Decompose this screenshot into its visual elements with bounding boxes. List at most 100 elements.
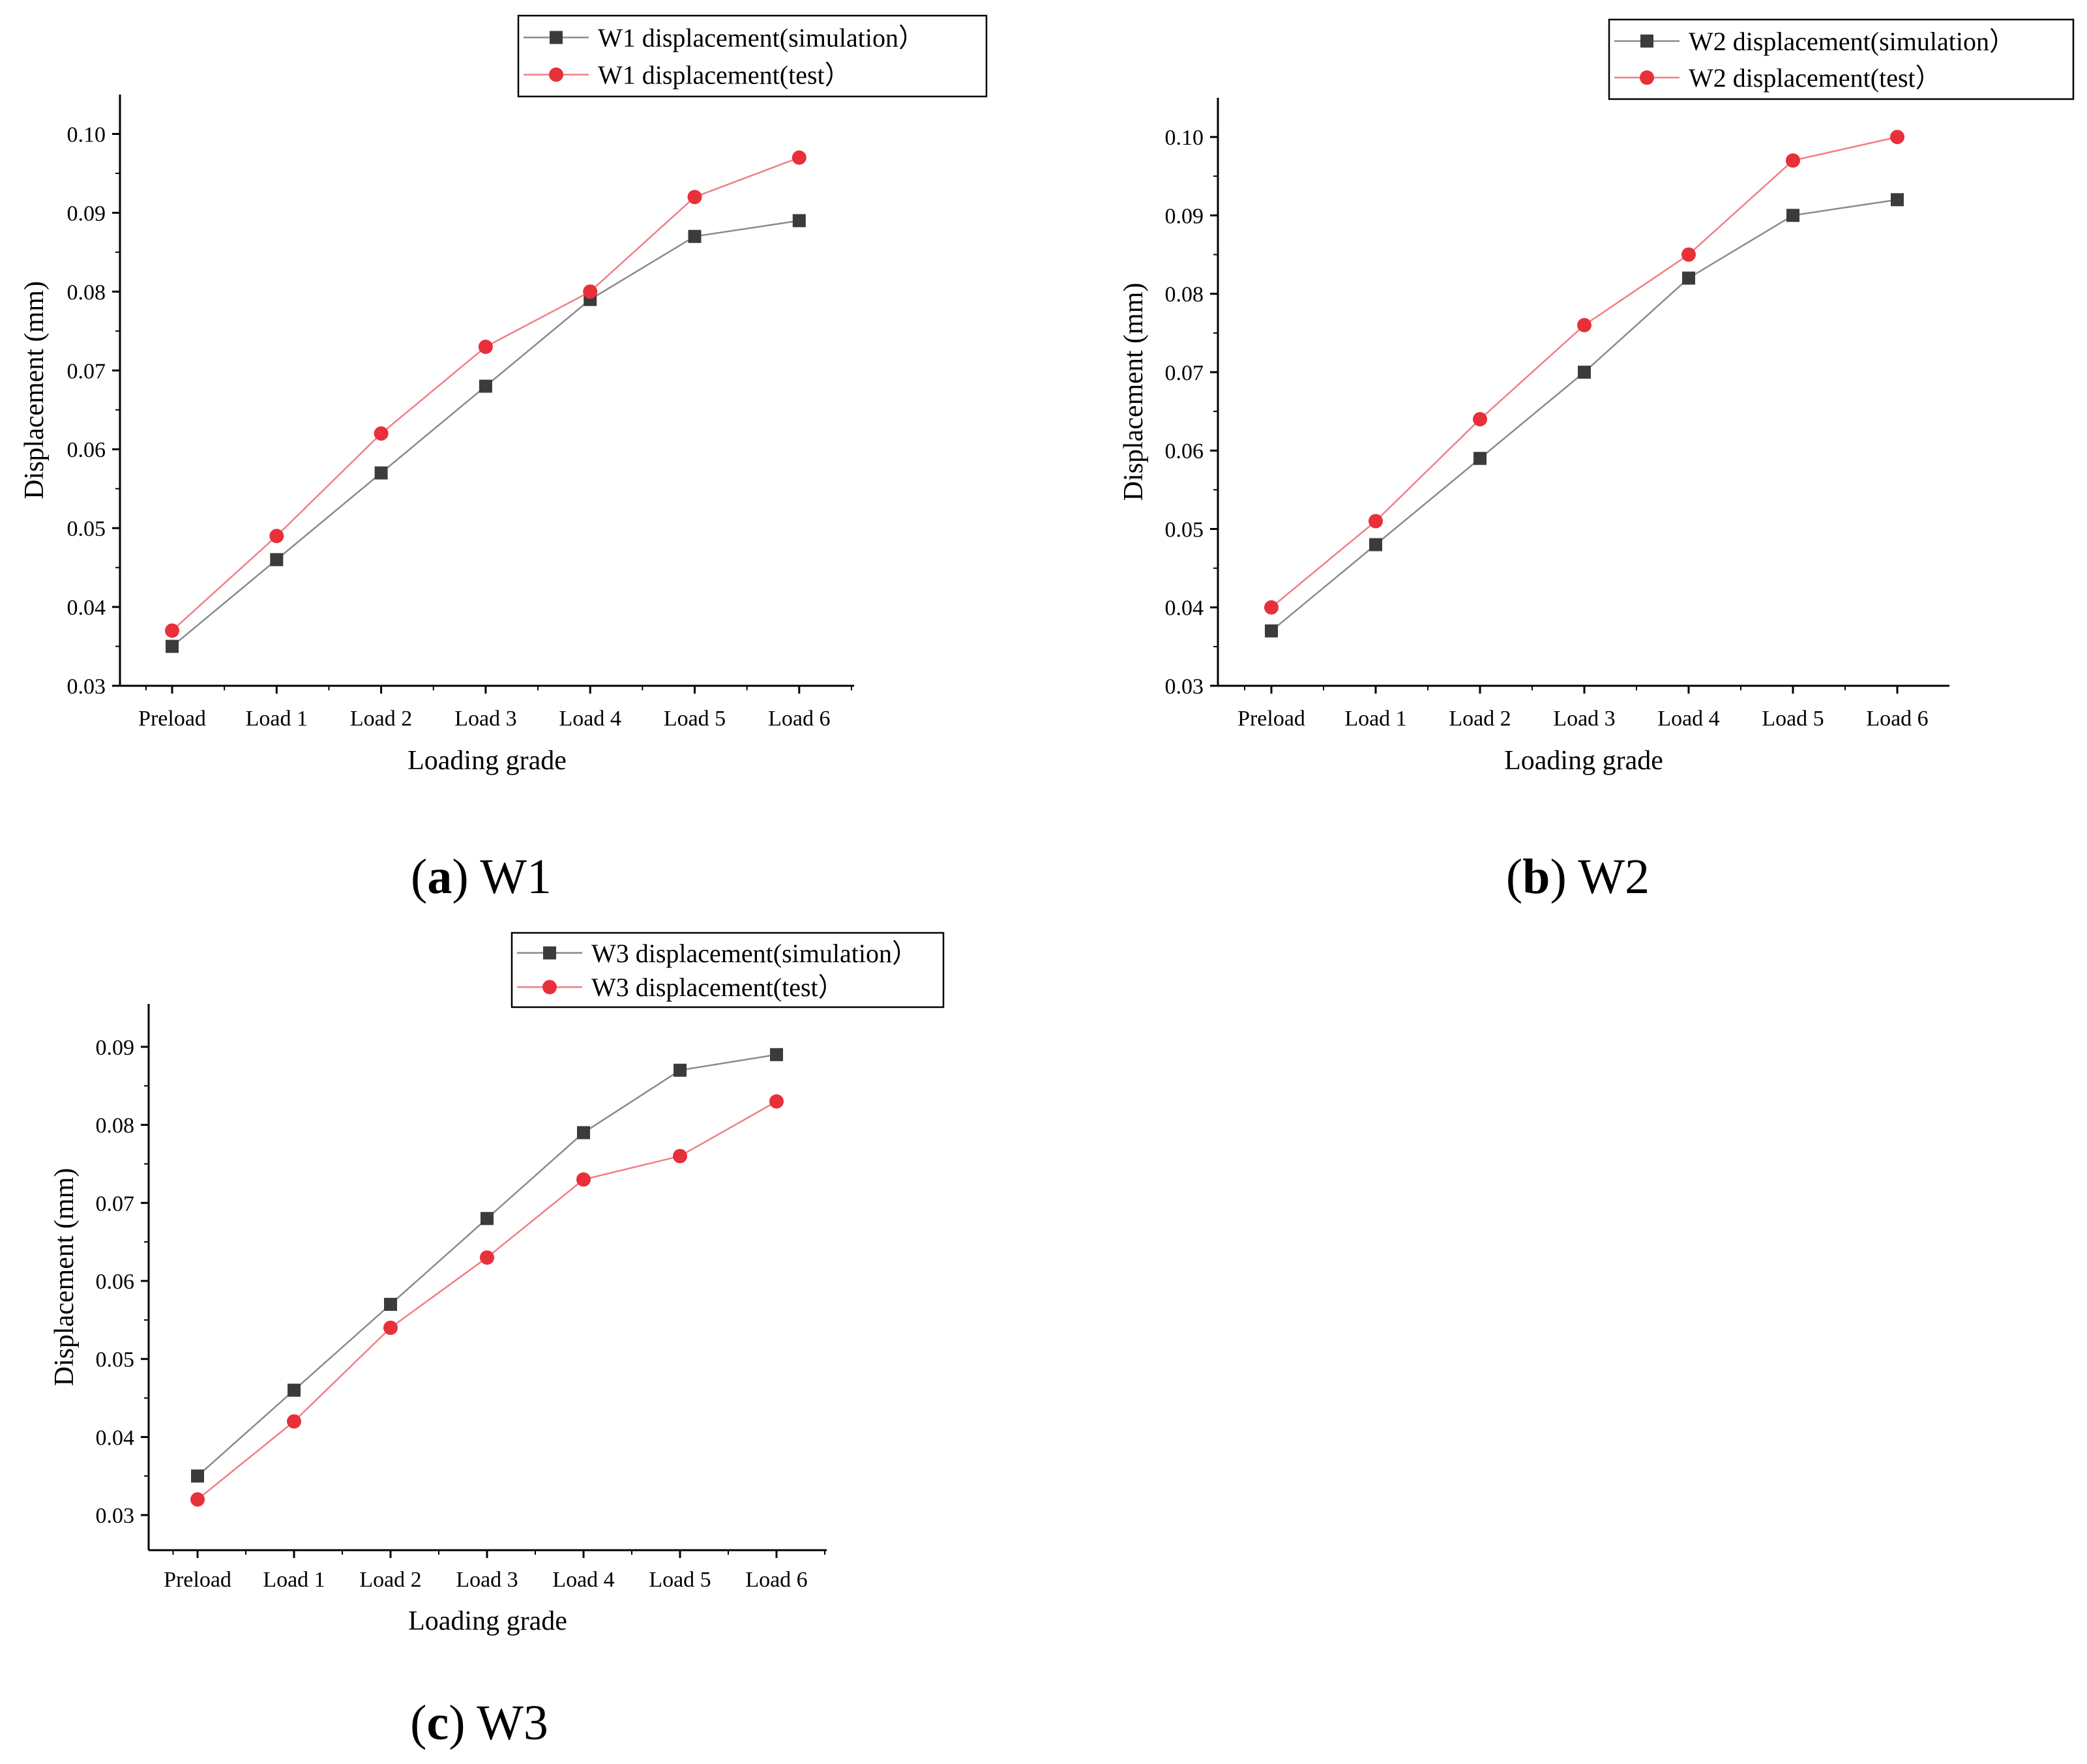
data-point-test: [374, 426, 389, 441]
legend-entry-label: W1 displacement(test）: [598, 61, 851, 90]
data-point-test: [1577, 317, 1591, 332]
legend-box: [511, 932, 945, 1008]
x-tick-label: Load 3: [1553, 707, 1615, 731]
x-tick-label: Load 1: [1344, 707, 1406, 731]
legend-marker: [542, 980, 557, 995]
y-axis-title: Displacement (mm): [1119, 283, 1149, 501]
x-tick-label: Load 6: [1866, 707, 1928, 731]
data-point-test: [1681, 247, 1696, 262]
y-tick-label: 0.07: [67, 359, 106, 383]
x-tick-label: Preload: [1237, 707, 1305, 731]
y-tick-label: 0.09: [1165, 204, 1204, 228]
data-point-simulation: [770, 1048, 783, 1061]
legend-entry-label: W3 displacement(test）: [591, 973, 844, 1002]
data-point-simulation: [688, 229, 702, 243]
legend-marker: [543, 946, 556, 960]
data-point-test: [269, 529, 284, 544]
legend-marker: [1640, 34, 1653, 48]
x-tick-label: Load 6: [768, 707, 830, 731]
y-tick-label: 0.03: [67, 675, 106, 699]
y-tick-label: 0.04: [1165, 596, 1204, 621]
y-tick-label: 0.08: [96, 1114, 135, 1138]
y-tick-label: 0.06: [96, 1270, 135, 1294]
data-point-simulation: [792, 214, 806, 228]
data-point-simulation: [288, 1383, 301, 1397]
data-point-test: [383, 1320, 398, 1335]
y-axis-title: Displacement (mm): [50, 1168, 80, 1387]
data-point-test: [1473, 412, 1487, 427]
y-tick-label: 0.03: [1165, 675, 1204, 699]
data-point-test: [478, 339, 493, 354]
x-tick-label: Load 2: [1449, 707, 1511, 731]
x-tick-label: Load 5: [664, 707, 726, 731]
data-point-simulation: [673, 1063, 687, 1077]
legend-box: [1608, 18, 2075, 100]
legend-marker: [550, 31, 563, 44]
y-tick-label: 0.06: [67, 438, 106, 462]
data-point-test: [673, 1149, 687, 1164]
legend: W2 displacement(simulation） W2 displaceme…: [1608, 18, 2075, 100]
y-tick-label: 0.03: [96, 1504, 135, 1528]
data-point-simulation: [1578, 365, 1591, 379]
legend-box: [517, 14, 988, 98]
data-point-simulation: [166, 639, 179, 653]
x-tick-label: Load 3: [454, 707, 516, 731]
data-point-simulation: [481, 1212, 494, 1226]
y-tick-label: 0.08: [67, 280, 106, 304]
data-point-test: [165, 623, 179, 638]
data-point-simulation: [1682, 271, 1695, 285]
data-point-test: [1369, 514, 1383, 529]
data-point-simulation: [191, 1469, 204, 1483]
data-point-test: [583, 284, 598, 299]
y-tick-label: 0.09: [67, 201, 106, 226]
legend: W1 displacement(simulation） W1 displaceme…: [517, 14, 988, 98]
legend: W3 displacement(simulation） W3 displaceme…: [511, 932, 945, 1008]
legend-entry-label: W2 displacement(simulation）: [1689, 27, 2015, 56]
data-point-simulation: [1473, 452, 1487, 465]
series-line-simulation: [171, 220, 799, 647]
data-point-test: [1890, 130, 1904, 145]
data-point-simulation: [1265, 624, 1278, 638]
y-axis-title: Displacement (mm): [20, 281, 50, 499]
x-tick-label: Load 2: [350, 707, 412, 731]
y-tick-label: 0.05: [96, 1348, 135, 1372]
panel-caption: (b) W2: [1506, 849, 1650, 904]
y-tick-label: 0.08: [1165, 283, 1204, 307]
x-axis-title: Loading grade: [408, 1606, 567, 1636]
x-tick-label: Preload: [164, 1568, 231, 1592]
y-tick-label: 0.10: [67, 123, 106, 147]
panel-caption: (c) W3: [410, 1696, 548, 1750]
x-tick-label: Load 2: [359, 1568, 421, 1592]
chart-panel-w3: 0.03 0.04 0.05 0.06 0.07 0.08 0.09 Preload Load …: [50, 932, 945, 1750]
x-axis-title: Loading grade: [407, 746, 567, 776]
series-line-simulation: [1271, 199, 1898, 632]
y-tick-label: 0.06: [1165, 439, 1204, 463]
x-tick-label: Load 4: [552, 1568, 614, 1592]
series-line-test: [197, 1100, 777, 1501]
y-tick-label: 0.09: [96, 1036, 135, 1060]
y-tick-label: 0.05: [67, 517, 106, 541]
x-tick-label: Preload: [138, 707, 206, 731]
data-point-test: [1264, 600, 1279, 615]
chart-panel-w1: 0.03 0.04 0.05 0.06 0.07 0.08 0.09 0.10 Preload L…: [20, 14, 988, 904]
legend-entry-label: W3 displacement(simulation）: [591, 939, 918, 968]
data-point-simulation: [270, 553, 284, 566]
panel-caption: (a) W1: [411, 849, 552, 904]
y-tick-label: 0.04: [96, 1426, 135, 1450]
x-tick-label: Load 3: [456, 1568, 518, 1592]
x-tick-label: Load 1: [263, 1568, 325, 1592]
y-tick-label: 0.07: [1165, 361, 1204, 385]
x-tick-label: Load 5: [1762, 707, 1824, 731]
chart-panel-w2: 0.03 0.04 0.05 0.06 0.07 0.08 0.09 0.10 Preload L…: [1119, 18, 2075, 904]
y-tick-label: 0.04: [67, 596, 106, 620]
legend-entry-label: W1 displacement(simulation）: [598, 23, 925, 52]
y-tick-label: 0.10: [1165, 126, 1204, 150]
x-tick-label: Load 4: [1657, 707, 1719, 731]
data-point-test: [1786, 153, 1800, 168]
data-point-simulation: [1369, 538, 1382, 551]
legend-marker: [549, 67, 563, 82]
data-point-test: [687, 190, 702, 205]
data-point-test: [287, 1414, 301, 1429]
legend-marker: [1640, 70, 1654, 85]
